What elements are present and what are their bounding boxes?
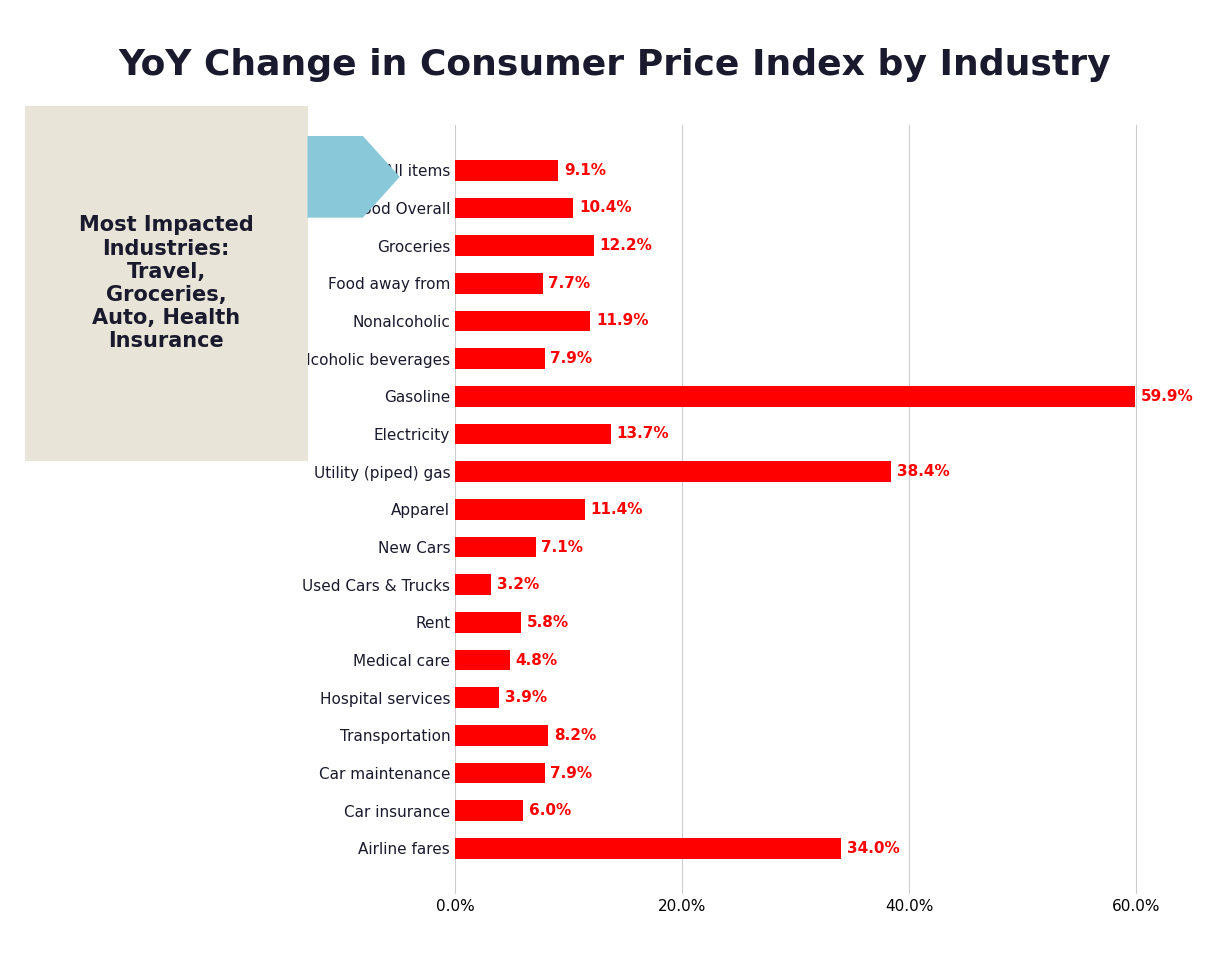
Bar	[455, 273, 542, 294]
Text: Most Impacted
Industries:
Travel,
Groceries,
Auto, Health
Insurance: Most Impacted Industries: Travel, Grocer…	[79, 215, 253, 352]
Text: 5.8%: 5.8%	[526, 615, 568, 629]
Bar	[455, 499, 584, 520]
Bar	[455, 650, 509, 671]
Bar	[455, 461, 891, 482]
Bar	[455, 536, 536, 557]
Text: 3.9%: 3.9%	[506, 690, 547, 705]
Text: 38.4%: 38.4%	[897, 464, 950, 480]
Text: 11.4%: 11.4%	[590, 502, 643, 517]
Text: 9.1%: 9.1%	[565, 162, 606, 178]
Text: YoY Change in Consumer Price Index by Industry: YoY Change in Consumer Price Index by In…	[118, 48, 1112, 82]
Bar	[455, 348, 545, 369]
Text: 7.9%: 7.9%	[551, 351, 593, 366]
Bar	[455, 801, 523, 821]
Text: 7.7%: 7.7%	[549, 276, 590, 291]
Bar	[455, 838, 841, 859]
Bar	[455, 763, 545, 783]
Text: 13.7%: 13.7%	[616, 427, 669, 441]
Bar	[455, 235, 594, 256]
Text: 34.0%: 34.0%	[846, 841, 899, 856]
Bar	[455, 160, 558, 181]
Bar	[455, 725, 549, 746]
Bar	[455, 687, 499, 708]
Bar	[455, 612, 522, 632]
Text: 7.9%: 7.9%	[551, 766, 593, 780]
Bar	[455, 386, 1135, 407]
Text: 11.9%: 11.9%	[595, 313, 648, 329]
Text: 12.2%: 12.2%	[599, 238, 652, 253]
Bar	[455, 424, 610, 444]
Bar	[455, 198, 573, 218]
Bar	[455, 310, 590, 332]
Text: 8.2%: 8.2%	[554, 727, 597, 743]
Text: 3.2%: 3.2%	[497, 578, 540, 592]
Text: 7.1%: 7.1%	[541, 539, 583, 554]
Text: 6.0%: 6.0%	[529, 803, 571, 818]
Text: 4.8%: 4.8%	[515, 653, 557, 668]
Bar	[455, 575, 492, 595]
Text: 10.4%: 10.4%	[579, 201, 631, 215]
Text: 59.9%: 59.9%	[1141, 389, 1193, 404]
